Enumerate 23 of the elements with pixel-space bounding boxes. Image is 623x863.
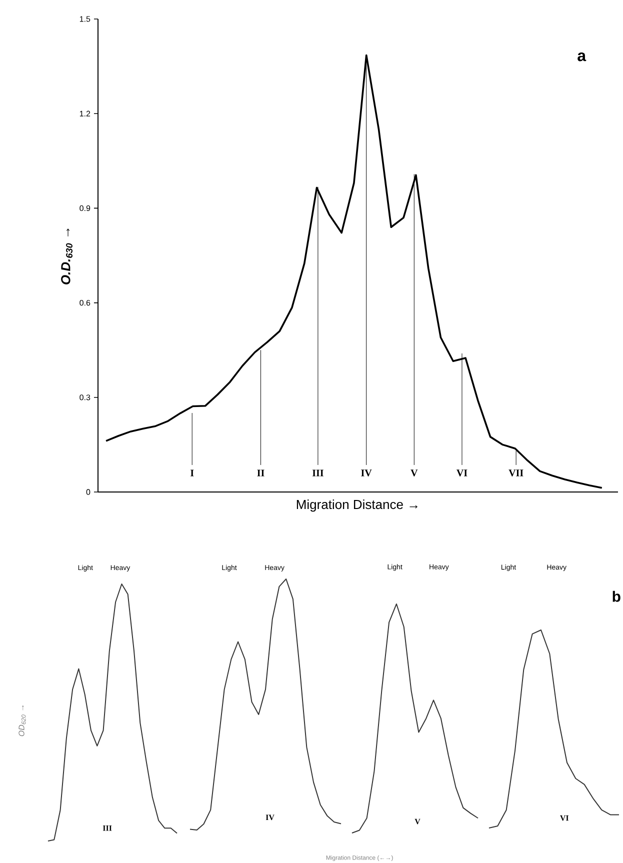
annotation: V [410, 470, 418, 476]
annotation: II [257, 470, 264, 476]
line-series [105, 54, 603, 489]
y-tick-label: 0.3 [80, 394, 90, 400]
annotation: a [578, 52, 586, 62]
text: b [612, 590, 620, 602]
annotation: VI [456, 470, 468, 476]
annotation: VII [508, 470, 524, 476]
y-axis-title: OD$_{620}$ → [18, 705, 26, 736]
y-tick-label: 1.2 [80, 110, 90, 116]
annotation: III [312, 470, 324, 476]
annotation: I [190, 470, 194, 476]
annotation: V [414, 818, 420, 824]
annotation: III [102, 826, 112, 831]
annotation: IV [361, 470, 372, 476]
y-tick-label: 1.5 [80, 16, 90, 22]
annotation: VI [560, 815, 569, 821]
y-tick-label: 0.6 [80, 300, 90, 306]
annotation: IV [266, 814, 274, 820]
y-tick-label: 0.9 [80, 205, 90, 212]
y-axis-title: O.D.$_{630}$ → [61, 228, 72, 284]
y-tick-label: 0 [86, 489, 90, 495]
x-axis-title: Migration Distance → [296, 500, 418, 512]
